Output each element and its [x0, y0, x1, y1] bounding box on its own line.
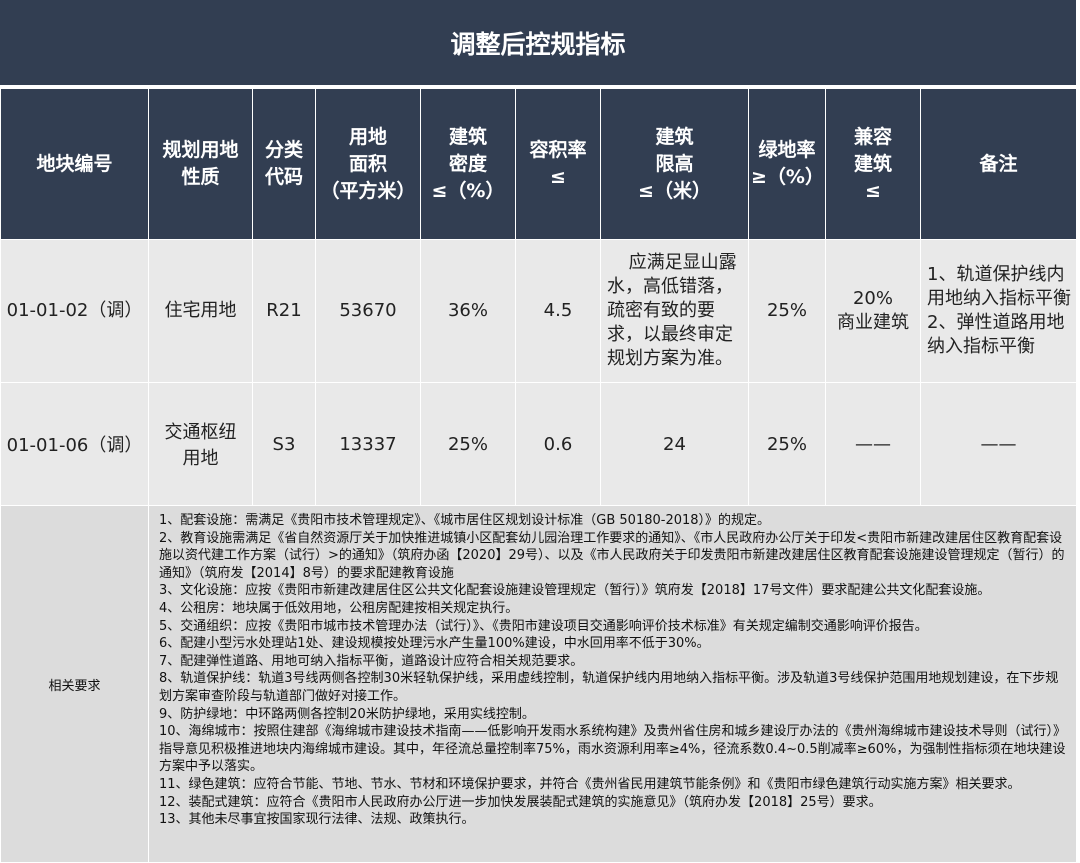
cell-compatible: 20% 商业建筑	[825, 239, 921, 383]
header-compatible: 兼容 建筑 ≤	[825, 88, 921, 240]
requirements-row: 相关要求 1、配套设施：需满足《贵阳市技术管理规定》、《城市居住区规划设计标准（…	[0, 505, 1077, 863]
header-row: 地块编号 规划用地 性质 分类 代码 用地 面积 （平方米） 建筑 密度 ≤（%…	[0, 88, 1077, 240]
header-plot-id: 地块编号	[0, 88, 149, 240]
requirement-item: 12、装配式建筑：应符合《贵阳市人民政府办公厅进一步加快发展装配式建筑的实施意见…	[159, 794, 882, 810]
header-green-ratio: 绿地率 ≥（%）	[748, 88, 826, 240]
cell-compatible: ——	[825, 382, 921, 506]
cell-code: S3	[252, 382, 316, 506]
cell-plot-id: 01-01-02（调）	[0, 239, 149, 383]
requirements-label: 相关要求	[0, 505, 149, 863]
header-area: 用地 面积 （平方米）	[315, 88, 421, 240]
header-height: 建筑 限高 ≤（米）	[600, 88, 749, 240]
header-remarks: 备注	[920, 88, 1077, 240]
requirement-item: 7、配建弹性道路、用地可纳入指标平衡，道路设计应符合相关规范要求。	[159, 653, 584, 669]
cell-area: 13337	[315, 382, 421, 506]
header-code: 分类 代码	[252, 88, 316, 240]
cell-remarks: 1、轨道保护线内用地纳入指标平衡 2、弹性道路用地纳入指标平衡	[920, 239, 1077, 383]
requirement-item: 1、配套设施：需满足《贵阳市技术管理规定》、《城市居住区规划设计标准（GB 50…	[159, 513, 771, 528]
requirement-item: 4、公租房：地块属于低效用地，公租房配建按相关规定执行。	[159, 600, 519, 616]
requirements-list: 1、配套设施：需满足《贵阳市技术管理规定》、《城市居住区规划设计标准（GB 50…	[148, 505, 1077, 863]
cell-density: 25%	[420, 382, 516, 506]
cell-green-ratio: 25%	[748, 239, 826, 383]
table-title: 调整后控规指标	[0, 0, 1076, 85]
cell-green-ratio: 25%	[748, 382, 826, 506]
requirement-item: 2、教育设施需满足《省自然资源厅关于加快推进城镇小区配套幼儿园治理工作要求的通知…	[159, 530, 1065, 581]
cell-far: 4.5	[515, 239, 601, 383]
cell-land-use: 住宅用地	[148, 239, 253, 383]
requirement-item: 10、海绵城市：按照住建部《海绵城市建设技术指南——低影响开发雨水系统构建》及贵…	[159, 724, 1067, 775]
header-land-use: 规划用地 性质	[148, 88, 253, 240]
cell-land-use: 交通枢纽 用地	[148, 382, 253, 506]
table-row: 01-01-02（调） 住宅用地 R21 53670 36% 4.5 应满足显山…	[0, 239, 1077, 383]
header-far: 容积率 ≤	[515, 88, 601, 240]
requirement-item: 9、防护绿地：中环路两侧各控制20米防护绿地，采用实线控制。	[159, 706, 535, 722]
control-indicator-table: 地块编号 规划用地 性质 分类 代码 用地 面积 （平方米） 建筑 密度 ≤（%…	[0, 88, 1077, 863]
requirement-item: 13、其他未尽事宜按国家现行法律、法规、政策执行。	[159, 812, 475, 828]
cell-height: 24	[600, 382, 749, 506]
requirement-item: 11、绿色建筑：应符合节能、节地、节水、节材和环境保护要求，并符合《贵州省民用建…	[159, 776, 1021, 792]
cell-density: 36%	[420, 239, 516, 383]
requirement-item: 3、文化设施：应按《贵阳市新建改建居住区公共文化配套设施建设管理规定（暂行）》筑…	[159, 583, 991, 599]
requirement-item: 5、交通组织：应按《贵阳市城市技术管理办法（试行）》、《贵阳市建设项目交通影响评…	[159, 618, 928, 634]
cell-far: 0.6	[515, 382, 601, 506]
cell-area: 53670	[315, 239, 421, 383]
requirement-item: 6、配建小型污水处理站1处、建设规模按处理污水产生量100%建设，中水回用率不低…	[159, 636, 710, 652]
table-row: 01-01-06（调） 交通枢纽 用地 S3 13337 25% 0.6 24 …	[0, 382, 1077, 506]
cell-remarks: ——	[920, 382, 1077, 506]
cell-code: R21	[252, 239, 316, 383]
cell-plot-id: 01-01-06（调）	[0, 382, 149, 506]
header-density: 建筑 密度 ≤（%）	[420, 88, 516, 240]
requirement-item: 8、轨道保护线：轨道3号线两侧各控制30米轻轨保护线，采用虚线控制，轨道保护线内…	[159, 671, 1059, 704]
cell-height: 应满足显山露水，高低错落，疏密有致的要求，以最终审定规划方案为准。	[600, 239, 749, 383]
